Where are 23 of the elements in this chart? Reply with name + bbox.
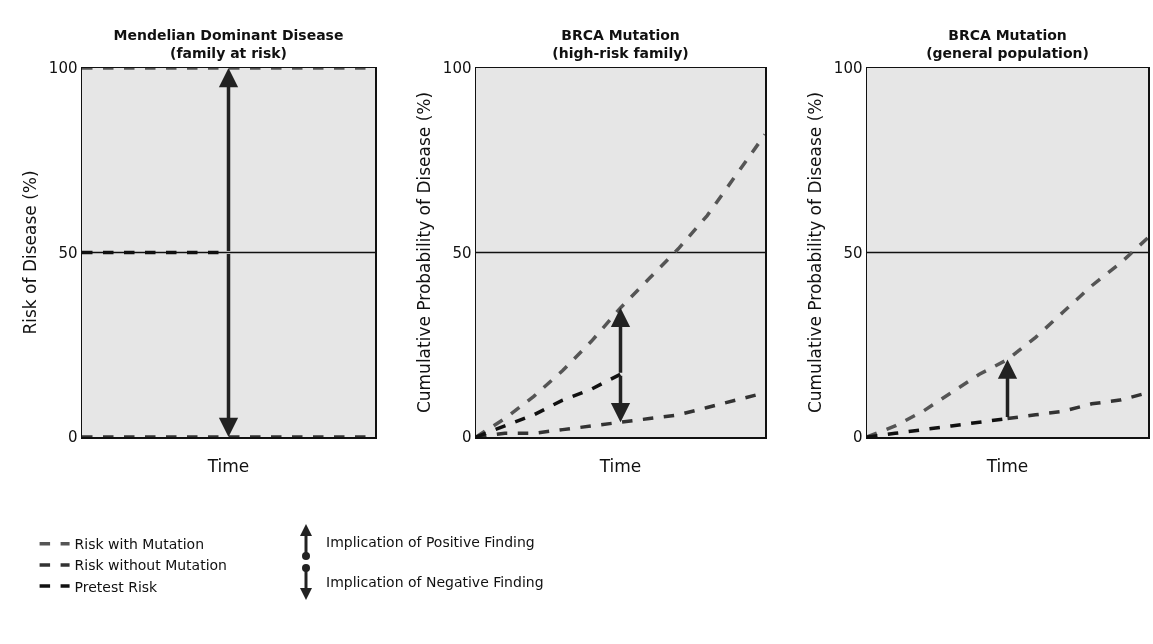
chart-title: BRCA Mutation (general population) — [926, 27, 1089, 62]
y-tick-label: 100 — [833, 59, 863, 78]
legend-label: Pretest Risk — [74, 578, 159, 595]
x-axis-title: Time — [985, 455, 1029, 476]
chart-title: BRCA Mutation (high-risk family) — [552, 27, 689, 62]
y-tick-label: 50 — [843, 243, 863, 262]
legend-label: Risk without Mutation — [74, 557, 227, 574]
text: Implication of Positive Finding — [326, 534, 535, 550]
chart-title: Mendelian Dominant Disease (family at risk) — [113, 27, 344, 62]
y-tick-label: 0 — [67, 428, 78, 447]
legend-label: Risk with Mutation — [74, 536, 205, 553]
y-tick-label: 50 — [452, 243, 472, 262]
text: Implication of Negative Finding — [326, 574, 544, 590]
x-axis-title: Time — [598, 455, 642, 476]
y-axis-title: Cumulative Probability of Disease (%) — [804, 91, 825, 414]
y-tick-label: 0 — [852, 428, 863, 447]
y-tick-label: 100 — [442, 59, 472, 78]
y-axis-title: Cumulative Probability of Disease (%) — [413, 91, 434, 414]
x-axis-title: Time — [206, 455, 250, 476]
y-axis-title: Risk of Disease (%) — [19, 170, 40, 335]
y-tick-label: 100 — [48, 59, 78, 78]
y-tick-label: 0 — [461, 428, 472, 447]
y-tick-label: 50 — [58, 243, 78, 262]
